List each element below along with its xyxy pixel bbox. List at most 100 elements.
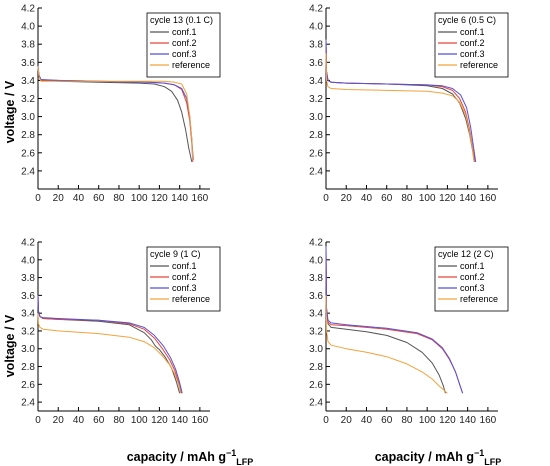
y-tick-label: 4.0 bbox=[309, 255, 323, 266]
x-tick-label: 0 bbox=[35, 415, 41, 426]
y-tick-label: 3.0 bbox=[21, 112, 35, 123]
y-tick-label: 2.6 bbox=[21, 380, 35, 391]
y-tick-label: 3.2 bbox=[21, 326, 35, 337]
x-tick-label: 140 bbox=[171, 193, 188, 204]
legend-label: reference bbox=[460, 294, 498, 304]
y-tick-label: 3.8 bbox=[21, 40, 35, 51]
x-tick-label: 100 bbox=[131, 415, 148, 426]
legend-label: conf.2 bbox=[172, 38, 197, 48]
x-tick-label: 40 bbox=[361, 193, 373, 204]
legend-label: reference bbox=[460, 60, 498, 70]
x-tick-label: 80 bbox=[113, 193, 125, 204]
x-tick-label: 80 bbox=[401, 193, 413, 204]
x-tick-label: 60 bbox=[381, 193, 393, 204]
legend-label: conf.1 bbox=[172, 261, 197, 271]
legend-label: conf.2 bbox=[460, 272, 485, 282]
y-tick-label: 2.8 bbox=[309, 130, 323, 141]
x-tick-label: 0 bbox=[323, 193, 329, 204]
x-axis-title-main: capacity / mAh g bbox=[127, 450, 226, 464]
x-axis-title-sup: −1 bbox=[226, 448, 236, 458]
x-axis-title-sub: LFP bbox=[236, 457, 253, 466]
legend-label: conf.3 bbox=[460, 283, 485, 293]
x-tick-label: 40 bbox=[73, 415, 85, 426]
y-tick-label: 3.0 bbox=[21, 344, 35, 355]
x-tick-label: 160 bbox=[480, 193, 497, 204]
x-axis-title-sub: LFP bbox=[484, 457, 501, 466]
x-axis-title-main: capacity / mAh g bbox=[375, 450, 474, 464]
y-tick-label: 3.6 bbox=[21, 291, 35, 302]
y-tick-label: 2.4 bbox=[309, 166, 323, 177]
legend-label: reference bbox=[172, 60, 210, 70]
y-tick-label: 4.0 bbox=[21, 22, 35, 33]
panel-0: 2.4 2.6 2.8 3.0 3.2 3.4 3.6 3.8 4.0 4.2 0 20 40 60 80 1… bbox=[21, 4, 221, 204]
series-line-conf-1 bbox=[325, 250, 446, 394]
series-line-reference bbox=[37, 313, 182, 394]
x-tick-label: 20 bbox=[341, 415, 353, 426]
y-tick-label: 2.4 bbox=[21, 166, 35, 177]
x-tick-label: 60 bbox=[93, 415, 105, 426]
legend-box bbox=[434, 246, 509, 312]
x-axis-title-right: capacity / mAh g−1LFP bbox=[375, 448, 502, 466]
x-tick-label: 100 bbox=[419, 415, 436, 426]
y-tick-label: 3.4 bbox=[21, 309, 35, 320]
legend-box bbox=[434, 12, 509, 78]
y-axis-title-top: voltage / V bbox=[3, 80, 17, 143]
y-tick-label: 2.6 bbox=[21, 148, 35, 159]
x-tick-label: 140 bbox=[459, 193, 476, 204]
y-tick-label: 4.2 bbox=[21, 4, 35, 15]
series-line-conf-3 bbox=[325, 39, 477, 162]
series-line-reference bbox=[37, 66, 194, 161]
y-tick-label: 2.4 bbox=[21, 398, 35, 409]
legend-title: cycle 13 (0.1 C) bbox=[150, 15, 213, 25]
y-tick-label: 2.4 bbox=[309, 398, 323, 409]
legend-box bbox=[146, 246, 221, 312]
legend-box bbox=[146, 12, 221, 78]
x-tick-label: 20 bbox=[53, 415, 65, 426]
y-tick-label: 2.6 bbox=[309, 148, 323, 159]
series-line-conf-3 bbox=[37, 295, 183, 394]
x-axis-title-left: capacity / mAh g−1LFP bbox=[127, 448, 254, 466]
y-tick-label: 3.8 bbox=[21, 273, 35, 284]
x-tick-label: 160 bbox=[480, 415, 497, 426]
x-tick-label: 0 bbox=[35, 193, 41, 204]
y-tick-label: 3.2 bbox=[309, 326, 323, 337]
y-axis-title-bottom: voltage / V bbox=[3, 314, 17, 377]
legend-title: cycle 9 (1 C) bbox=[150, 249, 201, 259]
legend-title: cycle 12 (2 C) bbox=[438, 249, 494, 259]
y-tick-label: 3.0 bbox=[309, 112, 323, 123]
legend-label: conf.1 bbox=[460, 27, 485, 37]
series-line-conf-3 bbox=[325, 246, 464, 394]
y-tick-label: 3.4 bbox=[309, 309, 323, 320]
y-tick-label: 2.8 bbox=[21, 130, 35, 141]
x-tick-label: 20 bbox=[341, 193, 353, 204]
legend-label: conf.3 bbox=[460, 49, 485, 59]
x-axis-title-sup: −1 bbox=[474, 448, 484, 458]
y-tick-label: 2.8 bbox=[309, 362, 323, 373]
y-tick-label: 3.4 bbox=[21, 76, 35, 87]
y-tick-label: 3.2 bbox=[309, 94, 323, 105]
legend-label: conf.3 bbox=[172, 49, 197, 59]
legend-title: cycle 6 (0.5 C) bbox=[438, 15, 496, 25]
legend-label: conf.2 bbox=[460, 38, 485, 48]
panel-1: 2.4 2.6 2.8 3.0 3.2 3.4 3.6 3.8 4.0 4.2 0 20 40 60 80 1… bbox=[309, 4, 509, 204]
y-tick-label: 3.4 bbox=[309, 76, 323, 87]
x-tick-label: 120 bbox=[151, 415, 168, 426]
y-tick-label: 3.6 bbox=[21, 58, 35, 69]
legend-label: conf.1 bbox=[172, 27, 197, 37]
legend-label: conf.2 bbox=[172, 272, 197, 282]
panel-2: 2.4 2.6 2.8 3.0 3.2 3.4 3.6 3.8 4.0 4.2 0 20 40 60 80 1… bbox=[21, 238, 221, 426]
x-tick-label: 140 bbox=[171, 415, 188, 426]
legend-label: conf.1 bbox=[460, 261, 485, 271]
y-tick-label: 2.6 bbox=[309, 380, 323, 391]
x-tick-label: 120 bbox=[439, 415, 456, 426]
x-tick-label: 160 bbox=[192, 193, 209, 204]
y-tick-label: 3.8 bbox=[309, 40, 323, 51]
y-tick-label: 4.0 bbox=[309, 22, 323, 33]
y-tick-label: 4.2 bbox=[21, 238, 35, 249]
y-tick-label: 4.2 bbox=[309, 238, 323, 249]
x-tick-label: 80 bbox=[401, 415, 413, 426]
x-tick-label: 60 bbox=[93, 193, 105, 204]
panel-3: 2.4 2.6 2.8 3.0 3.2 3.4 3.6 3.8 4.0 4.2 0 20 40 60 80 1… bbox=[309, 238, 509, 426]
y-tick-label: 3.8 bbox=[309, 273, 323, 284]
